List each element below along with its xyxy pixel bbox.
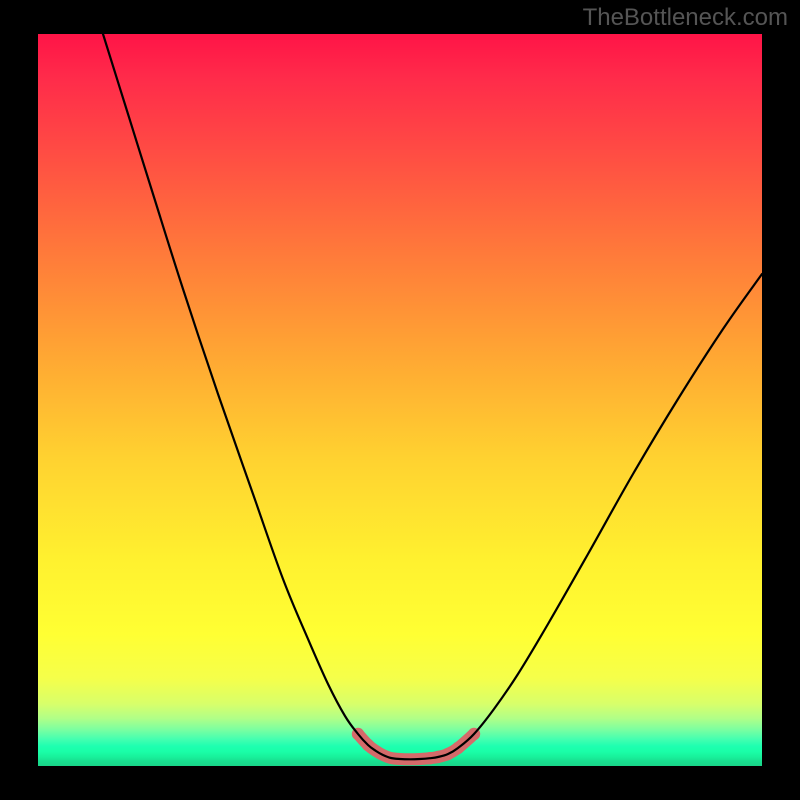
bottleneck-curve [103, 34, 762, 759]
plot-area [38, 34, 762, 766]
curve-layer [38, 34, 762, 766]
watermark-text: TheBottleneck.com [583, 4, 788, 32]
chart-frame: TheBottleneck.com [0, 0, 800, 800]
